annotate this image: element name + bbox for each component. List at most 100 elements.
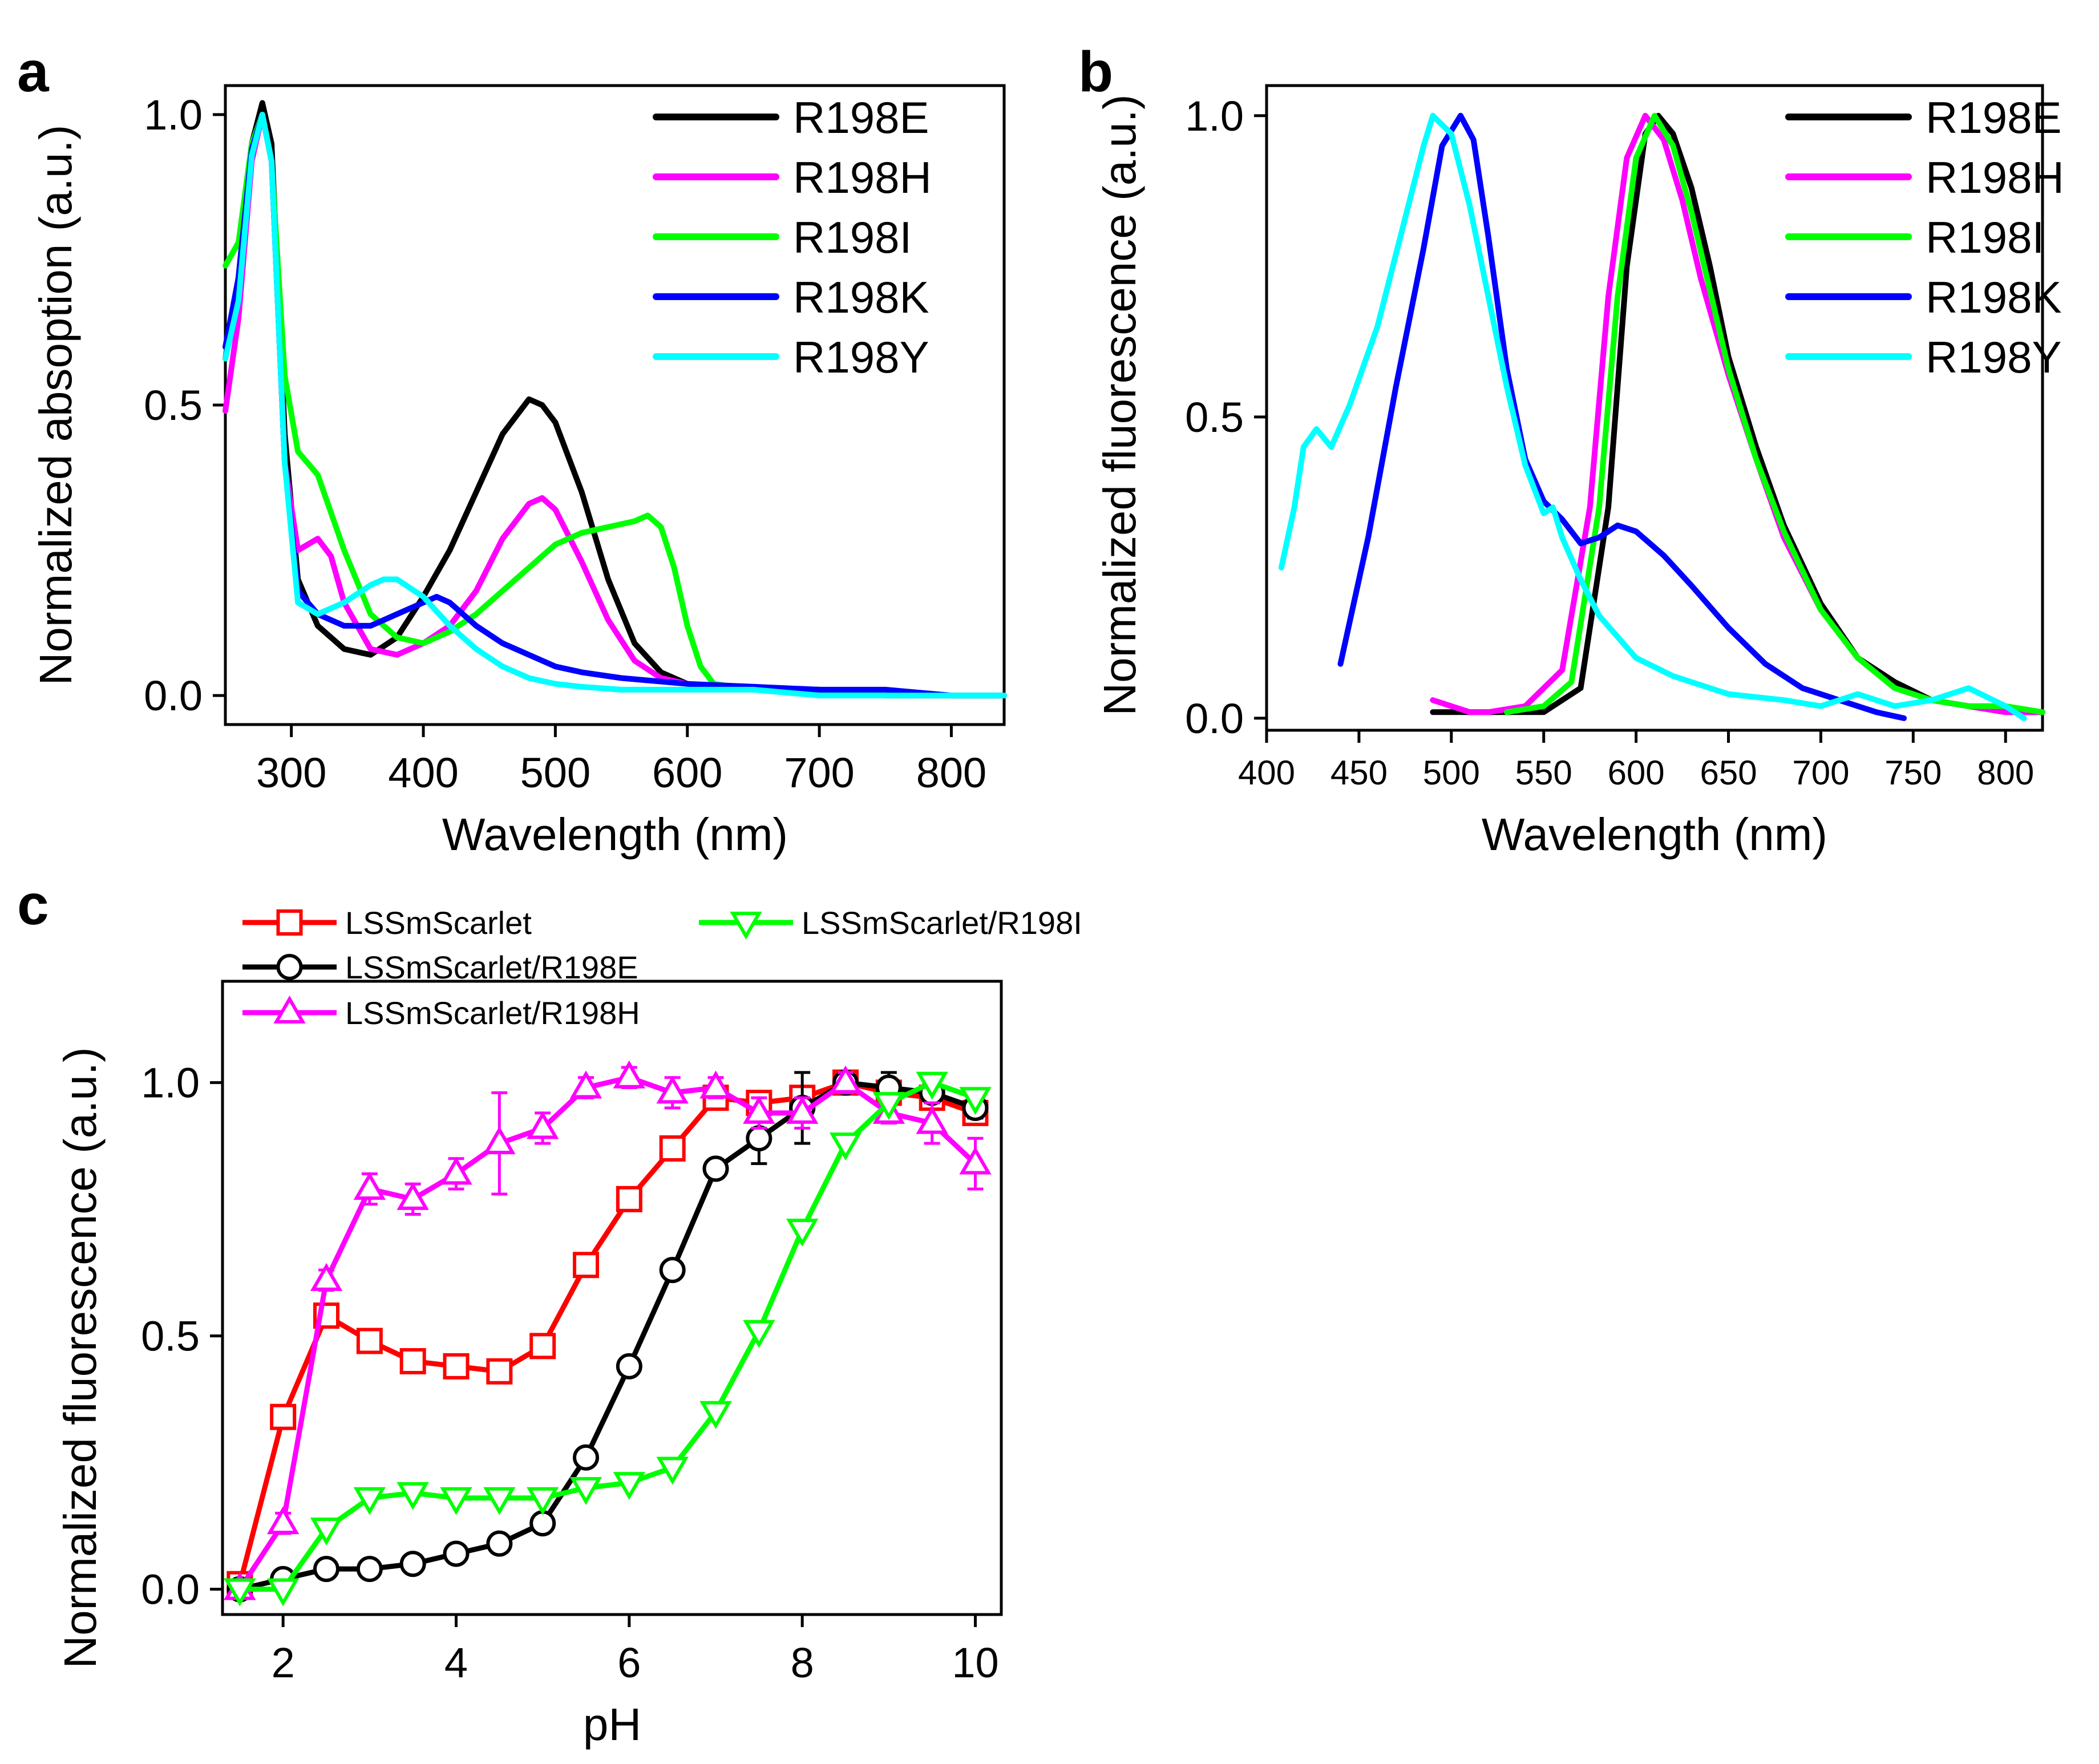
panel-b-legend-label: R198Y xyxy=(1926,332,2062,382)
panel-c-marker-square xyxy=(659,1135,686,1162)
panel-a-xtick-label: 600 xyxy=(652,749,722,796)
panel-c-marker-triangle-up xyxy=(786,1095,819,1124)
panel-c-marker-triangle-down xyxy=(786,1219,819,1247)
panel-c-marker-circle xyxy=(313,1556,339,1583)
panel-c-ytick-label: 0.0 xyxy=(141,1566,200,1613)
panel-c-xtick-label: 10 xyxy=(952,1639,998,1686)
panel-b: b 400 450 500 550 600 650 700 750 800 0.0 0.5 1.0 R… xyxy=(1078,40,2064,860)
panel-c-marker-triangle-up xyxy=(526,1111,559,1139)
panel-b-xtick-label: 400 xyxy=(1238,754,1295,792)
panel-c-xtick-label: 4 xyxy=(444,1639,468,1686)
panel-c-marker-circle xyxy=(443,1540,470,1567)
panel-c-marker-triangle-up xyxy=(959,1146,992,1175)
panel-b-xtick-label: 750 xyxy=(1884,754,1942,792)
panel-a: a 300 400 500 600 700 800 0.0 0.5 1.0 R198E R198H… xyxy=(17,40,1007,860)
panel-a-legend: R198E R198H R198I R198K R198Y xyxy=(653,92,932,382)
panel-a-ylabel: Normalized absoption (a.u.) xyxy=(30,125,81,686)
panel-a-legend-label: R198Y xyxy=(793,332,929,382)
panel-c-marker-triangle-down xyxy=(266,1578,300,1607)
panel-c-marker-triangle-down xyxy=(310,1518,343,1546)
panel-b-xtick-label: 600 xyxy=(1608,754,1665,792)
panel-c-xtick-label: 6 xyxy=(617,1639,641,1686)
panel-c-marker-triangle-up xyxy=(699,1070,732,1099)
panel-c-marker-triangle-down xyxy=(743,1320,775,1348)
panel-c-marker-circle xyxy=(573,1444,599,1471)
panel-b-series-line-r198h xyxy=(1430,112,2045,715)
panel-c-legend-marker xyxy=(273,995,306,1023)
panel-c-marker-circle xyxy=(616,1353,642,1379)
panel-c-marker-square xyxy=(616,1186,642,1212)
panel-b-xtick-label: 500 xyxy=(1423,754,1480,792)
panel-b-series-line-r198y xyxy=(1278,112,2027,721)
panel-a-legend-label: R198H xyxy=(793,152,932,203)
panel-b-xtick-label: 700 xyxy=(1792,754,1849,792)
panel-c-legend-label: LSSmScarlet xyxy=(345,905,532,941)
panel-c-marker-triangle-up xyxy=(743,1095,775,1124)
panel-b-xtick-label: 650 xyxy=(1700,754,1757,792)
panel-a-xtick-label: 400 xyxy=(388,749,458,796)
panel-b-xtick-label: 550 xyxy=(1515,754,1572,792)
panel-b-ytick-label: 0.0 xyxy=(1185,695,1244,742)
panel-c-marker-triangle-down xyxy=(483,1487,516,1515)
panel-c-marker-triangle-down xyxy=(829,1132,862,1161)
panel-c-marker-triangle-down xyxy=(872,1092,905,1120)
panel-c-legend-marker xyxy=(276,954,303,980)
panel-c-xtick-label: 2 xyxy=(272,1639,295,1686)
panel-b-letter: b xyxy=(1078,40,1113,104)
panel-b-series-line-r198i xyxy=(1504,112,2045,715)
panel-b-legend-label: R198K xyxy=(1926,272,2062,322)
panel-c-ylabel: Normalized fluorescence (a.u.) xyxy=(55,1047,106,1668)
panel-b-legend-label: R198E xyxy=(1926,92,2062,143)
panel-c-marker-triangle-down xyxy=(699,1401,732,1429)
panel-b-legend-label: R198H xyxy=(1926,152,2064,203)
panel-c-marker-triangle-up xyxy=(829,1065,862,1094)
panel-c-marker-triangle-up xyxy=(656,1075,689,1104)
panel-c-marker-triangle-down xyxy=(224,1578,256,1607)
panel-c-ytick-label: 1.0 xyxy=(141,1059,200,1107)
panel-c-marker-triangle-down xyxy=(397,1482,429,1510)
panel-c-marker-circle xyxy=(356,1556,383,1583)
panel-a-xtick-label: 700 xyxy=(784,749,854,796)
panel-a-ticks: 300 400 500 600 700 800 0.0 0.5 1.0 xyxy=(144,91,986,796)
panel-b-xtick-label: 450 xyxy=(1330,754,1388,792)
panel-c: c 2 4 6 8 100.00.51.0 LSSmScarletLSSmScarlet… xyxy=(17,873,1082,1750)
panel-c-marker-triangle-up xyxy=(613,1060,646,1089)
panel-c-legend-marker xyxy=(276,909,303,936)
panel-c-plot-frame xyxy=(221,980,1003,1616)
panel-c-marker-triangle-up xyxy=(483,1126,516,1155)
panel-c-legend: LSSmScarlet LSSmScarlet/R198E LSSmScarlet/… xyxy=(242,905,1082,1031)
panel-c-series xyxy=(224,1060,992,1607)
panel-c-marker-triangle-up xyxy=(310,1263,343,1291)
panel-c-marker-triangle-down xyxy=(613,1472,646,1500)
panel-c-marker-triangle-down xyxy=(959,1087,992,1115)
panel-c-marker-triangle-up xyxy=(353,1172,386,1200)
panel-c-marker-triangle-up xyxy=(266,1506,300,1535)
panel-a-xtick-label: 500 xyxy=(520,749,591,796)
panel-c-marker-triangle-up xyxy=(397,1182,429,1210)
panel-c-legend-label: LSSmScarlet/R198I xyxy=(802,905,1082,941)
panel-a-ytick-label: 0.0 xyxy=(144,672,203,719)
panel-c-marker-square xyxy=(270,1403,297,1430)
panel-c-marker-triangle-down xyxy=(526,1487,559,1515)
panel-b-series xyxy=(1278,112,2045,721)
panel-b-xlabel: Wavelength (nm) xyxy=(1482,809,1827,860)
panel-a-series xyxy=(223,100,1007,699)
panel-c-marker-square xyxy=(529,1333,556,1360)
panel-b-xtick-label: 800 xyxy=(1977,754,2034,792)
panel-c-marker-triangle-down xyxy=(353,1487,386,1515)
panel-c-marker-triangle-down xyxy=(916,1071,948,1100)
panel-c-legend-label: LSSmScarlet/R198E xyxy=(345,949,638,985)
panel-c-legend-marker xyxy=(730,912,762,940)
panel-c-legend-label: LSSmScarlet/R198H xyxy=(345,995,640,1031)
panel-c-marker-triangle-up xyxy=(440,1156,472,1185)
panel-b-ylabel: Normalized fluorescence (a.u.) xyxy=(1094,94,1145,715)
panel-b-legend: R198E R198H R198I R198K R198Y xyxy=(1785,92,2064,382)
panel-a-series-line-r198y xyxy=(223,111,1007,699)
panel-c-marker-triangle-down xyxy=(440,1487,472,1515)
panel-a-ytick-label: 0.5 xyxy=(144,382,203,429)
panel-c-marker-triangle-down xyxy=(569,1477,602,1506)
panel-c-marker-square xyxy=(399,1348,426,1374)
panel-b-series-line-r198k xyxy=(1337,112,1907,721)
panel-c-marker-circle xyxy=(399,1551,426,1577)
